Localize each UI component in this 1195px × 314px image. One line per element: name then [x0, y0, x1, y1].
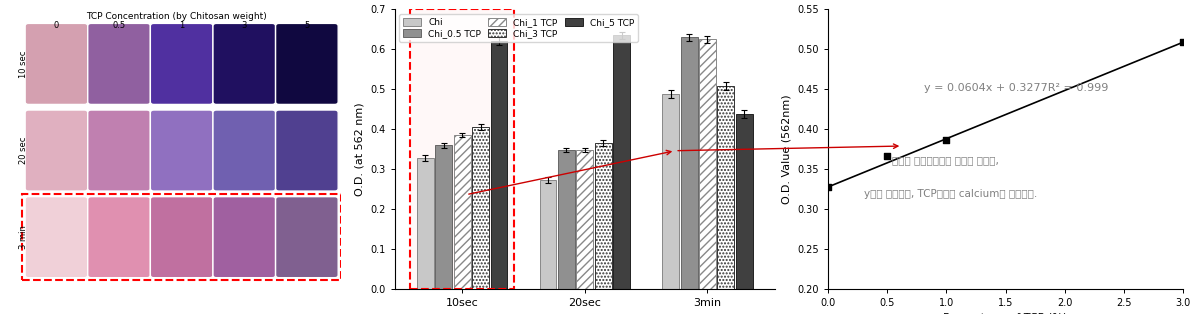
Text: 3 min: 3 min	[19, 225, 27, 249]
FancyBboxPatch shape	[276, 197, 338, 278]
Legend: Chi, Chi_0.5 TCP, Chi_1 TCP, Chi_3 TCP, Chi_5 TCP: Chi, Chi_0.5 TCP, Chi_1 TCP, Chi_3 TCP, …	[399, 14, 638, 42]
Bar	[595, 143, 612, 289]
Text: 10 sec: 10 sec	[19, 50, 27, 78]
Bar	[417, 158, 434, 289]
Point	[878, 154, 897, 159]
Bar	[699, 39, 716, 289]
Bar	[435, 145, 452, 289]
FancyBboxPatch shape	[213, 23, 276, 105]
FancyBboxPatch shape	[25, 197, 87, 278]
FancyBboxPatch shape	[151, 23, 213, 105]
FancyBboxPatch shape	[25, 110, 87, 191]
Text: TCP Concentration (by Chitosan weight): TCP Concentration (by Chitosan weight)	[86, 12, 268, 21]
Bar	[490, 41, 508, 289]
Point	[819, 184, 838, 189]
Text: 1: 1	[179, 21, 184, 30]
Bar	[472, 127, 489, 289]
Bar	[613, 35, 630, 289]
Text: 제시한 정량방법으로 흡과도 측정후,: 제시한 정량방법으로 흡과도 측정후,	[891, 155, 999, 165]
Bar	[454, 135, 471, 289]
Bar	[540, 180, 557, 289]
FancyBboxPatch shape	[276, 23, 338, 105]
Bar	[410, 9, 514, 289]
Bar	[736, 114, 753, 289]
X-axis label: Percentage of TCP (%): Percentage of TCP (%)	[944, 313, 1068, 314]
FancyBboxPatch shape	[87, 110, 151, 191]
Y-axis label: O.D. Value (562nm): O.D. Value (562nm)	[782, 94, 792, 204]
FancyBboxPatch shape	[151, 110, 213, 191]
FancyBboxPatch shape	[87, 197, 151, 278]
Text: 5: 5	[305, 21, 310, 30]
Bar	[681, 37, 698, 289]
Text: y = 0.0604x + 0.3277R² = 0.999: y = 0.0604x + 0.3277R² = 0.999	[924, 83, 1109, 93]
FancyBboxPatch shape	[25, 23, 87, 105]
Bar	[662, 95, 679, 289]
Bar	[576, 150, 593, 289]
FancyBboxPatch shape	[213, 110, 276, 191]
Text: y값에 대입하면, TCP에서의 calcium양 측정가능.: y값에 대입하면, TCP에서의 calcium양 측정가능.	[864, 189, 1037, 199]
Bar	[410, 9, 514, 289]
FancyBboxPatch shape	[276, 110, 338, 191]
Bar	[717, 86, 735, 289]
Point	[1173, 40, 1193, 45]
FancyBboxPatch shape	[151, 197, 213, 278]
FancyBboxPatch shape	[87, 23, 151, 105]
Y-axis label: O.D. (at 562 nm): O.D. (at 562 nm)	[355, 102, 364, 196]
Bar	[558, 150, 575, 289]
Point	[937, 138, 956, 143]
Text: 0: 0	[54, 21, 59, 30]
Text: 3: 3	[241, 21, 247, 30]
FancyBboxPatch shape	[213, 197, 276, 278]
Text: 20 sec: 20 sec	[19, 137, 27, 164]
Text: 0.5: 0.5	[112, 21, 125, 30]
